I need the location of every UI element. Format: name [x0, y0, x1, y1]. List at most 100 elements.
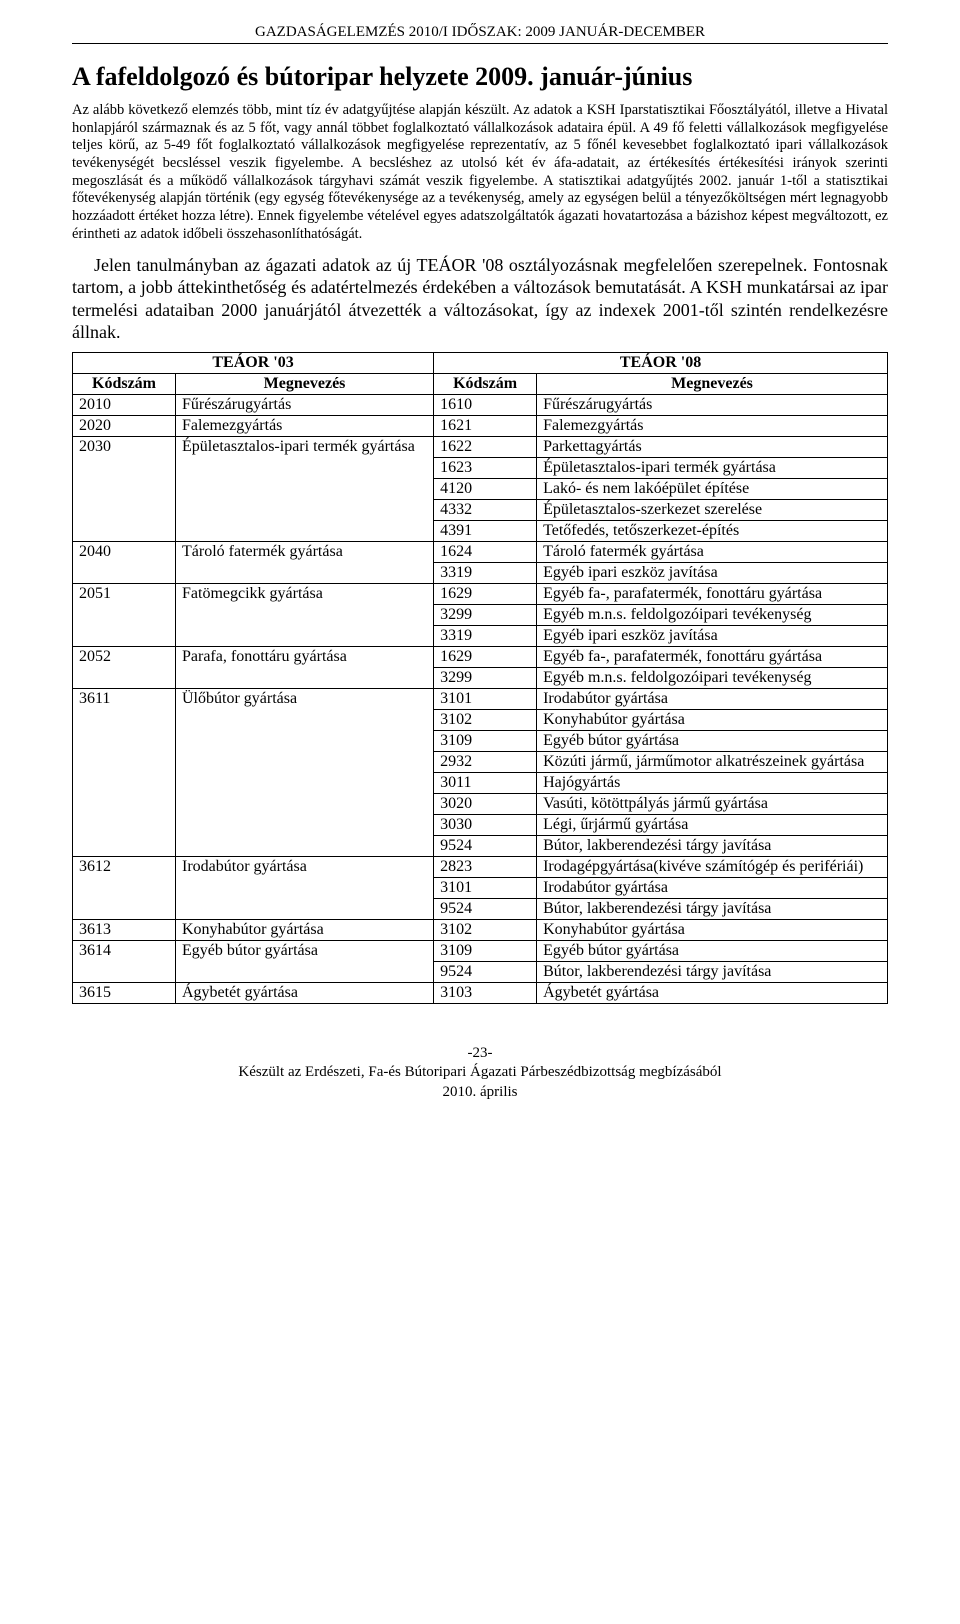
cell-name-08: Épületasztalos-szerkezet szerelése — [537, 499, 888, 520]
cell-code-08: 3011 — [434, 772, 537, 793]
cell-code-08: 3101 — [434, 688, 537, 709]
cell-code-08: 3109 — [434, 730, 537, 751]
cell-code-08: 9524 — [434, 835, 537, 856]
col-header-code-03: Kódszám — [73, 373, 176, 394]
cell-name-08: Falemezgyártás — [537, 415, 888, 436]
cell-code-08: 3299 — [434, 667, 537, 688]
cell-code-08: 1623 — [434, 457, 537, 478]
cell-name-08: Bútor, lakberendezési tárgy javítása — [537, 961, 888, 982]
table-row: 3613Konyhabútor gyártása3102Konyhabútor … — [73, 919, 888, 940]
cell-name-08: Konyhabútor gyártása — [537, 919, 888, 940]
cell-code-03: 2010 — [73, 394, 176, 415]
cell-code-08: 9524 — [434, 961, 537, 982]
table-row: 3611Ülőbútor gyártása3101Irodabútor gyár… — [73, 688, 888, 709]
cell-code-08: 3102 — [434, 919, 537, 940]
cell-code-03: 2052 — [73, 646, 176, 688]
cell-name-03: Parafa, fonottáru gyártása — [176, 646, 434, 688]
cell-name-08: Egyéb ipari eszköz javítása — [537, 562, 888, 583]
cell-name-08: Konyhabútor gyártása — [537, 709, 888, 730]
cell-code-08: 3319 — [434, 625, 537, 646]
cell-code-08: 9524 — [434, 898, 537, 919]
cell-code-08: 4332 — [434, 499, 537, 520]
cell-name-03: Egyéb bútor gyártása — [176, 940, 434, 982]
cell-name-08: Légi, űrjármű gyártása — [537, 814, 888, 835]
cell-name-03: Konyhabútor gyártása — [176, 919, 434, 940]
cell-code-08: 2932 — [434, 751, 537, 772]
table-row: 2051Fatömegcikk gyártása1629Egyéb fa-, p… — [73, 583, 888, 604]
cell-name-03: Épületasztalos-ipari termék gyártása — [176, 436, 434, 541]
cell-code-03: 3615 — [73, 982, 176, 1003]
cell-name-03: Ülőbútor gyártása — [176, 688, 434, 856]
cell-name-08: Irodagépgyártása(kivéve számítógép és pe… — [537, 856, 888, 877]
cell-name-08: Egyéb m.n.s. feldolgozóipari tevékenység — [537, 667, 888, 688]
table-row: 3614Egyéb bútor gyártása3109Egyéb bútor … — [73, 940, 888, 961]
col-header-code-08: Kódszám — [434, 373, 537, 394]
cell-code-08: 3102 — [434, 709, 537, 730]
cell-name-08: Irodabútor gyártása — [537, 688, 888, 709]
cell-code-08: 1622 — [434, 436, 537, 457]
cell-name-08: Egyéb m.n.s. feldolgozóipari tevékenység — [537, 604, 888, 625]
table-row: 3612Irodabútor gyártása2823Irodagépgyárt… — [73, 856, 888, 877]
table-row: 2040Tároló fatermék gyártása1624Tároló f… — [73, 541, 888, 562]
cell-name-08: Vasúti, kötöttpályás jármű gyártása — [537, 793, 888, 814]
footer-line-2: 2010. április — [72, 1083, 888, 1103]
cell-code-03: 3614 — [73, 940, 176, 982]
cell-name-08: Tetőfedés, tetőszerkezet-építés — [537, 520, 888, 541]
table-row: 2010Fűrészárugyártás1610Fűrészárugyártás — [73, 394, 888, 415]
cell-code-08: 1621 — [434, 415, 537, 436]
cell-name-08: Lakó- és nem lakóépület építése — [537, 478, 888, 499]
cell-name-08: Egyéb fa-, parafatermék, fonottáru gyárt… — [537, 583, 888, 604]
cell-name-08: Bútor, lakberendezési tárgy javítása — [537, 835, 888, 856]
cell-name-08: Egyéb bútor gyártása — [537, 940, 888, 961]
cell-name-08: Parkettagyártás — [537, 436, 888, 457]
cell-code-08: 3109 — [434, 940, 537, 961]
cell-name-08: Egyéb bútor gyártása — [537, 730, 888, 751]
table-row: 2020Falemezgyártás1621Falemezgyártás — [73, 415, 888, 436]
table-body: 2010Fűrészárugyártás1610Fűrészárugyártás… — [73, 394, 888, 1003]
intro-paragraph: Az alább következő elemzés több, mint tí… — [72, 102, 888, 244]
cell-name-08: Tároló fatermék gyártása — [537, 541, 888, 562]
table-group-header-row: TEÁOR '03 TEÁOR '08 — [73, 352, 888, 373]
cell-code-03: 3611 — [73, 688, 176, 856]
cell-code-03: 2030 — [73, 436, 176, 541]
cell-name-08: Egyéb ipari eszköz javítása — [537, 625, 888, 646]
cell-code-03: 3612 — [73, 856, 176, 919]
cell-name-08: Irodabútor gyártása — [537, 877, 888, 898]
page-container: GAZDASÁGELEMZÉS 2010/I IDŐSZAK: 2009 JAN… — [0, 0, 960, 1132]
cell-code-08: 1610 — [434, 394, 537, 415]
footer-page-number: -23- — [72, 1044, 888, 1064]
cell-name-03: Fatömegcikk gyártása — [176, 583, 434, 646]
cell-name-03: Tároló fatermék gyártása — [176, 541, 434, 583]
group-header-03: TEÁOR '03 — [73, 352, 434, 373]
cell-name-08: Közúti jármű, járműmotor alkatrészeinek … — [537, 751, 888, 772]
table-row: 2030Épületasztalos-ipari termék gyártása… — [73, 436, 888, 457]
col-header-name-03: Megnevezés — [176, 373, 434, 394]
table-row: 3615Ágybetét gyártása3103Ágybetét gyártá… — [73, 982, 888, 1003]
cell-name-08: Bútor, lakberendezési tárgy javítása — [537, 898, 888, 919]
cell-name-03: Ágybetét gyártása — [176, 982, 434, 1003]
cell-code-08: 4120 — [434, 478, 537, 499]
cell-code-03: 2040 — [73, 541, 176, 583]
cell-code-08: 1629 — [434, 583, 537, 604]
group-header-08: TEÁOR '08 — [434, 352, 888, 373]
cell-code-03: 3613 — [73, 919, 176, 940]
cell-name-03: Fűrészárugyártás — [176, 394, 434, 415]
table-row: 2052Parafa, fonottáru gyártása1629Egyéb … — [73, 646, 888, 667]
cell-code-08: 3319 — [434, 562, 537, 583]
page-header: GAZDASÁGELEMZÉS 2010/I IDŐSZAK: 2009 JAN… — [72, 24, 888, 44]
cell-name-08: Fűrészárugyártás — [537, 394, 888, 415]
cell-name-03: Falemezgyártás — [176, 415, 434, 436]
cell-code-08: 3030 — [434, 814, 537, 835]
table-column-header-row: Kódszám Megnevezés Kódszám Megnevezés — [73, 373, 888, 394]
document-title: A fafeldolgozó és bútoripar helyzete 200… — [72, 62, 888, 92]
cell-code-08: 3299 — [434, 604, 537, 625]
cell-name-08: Épületasztalos-ipari termék gyártása — [537, 457, 888, 478]
cell-code-08: 2823 — [434, 856, 537, 877]
cell-code-03: 2051 — [73, 583, 176, 646]
cell-code-08: 1624 — [434, 541, 537, 562]
cell-code-08: 4391 — [434, 520, 537, 541]
cell-code-08: 3103 — [434, 982, 537, 1003]
cell-code-08: 1629 — [434, 646, 537, 667]
cell-code-03: 2020 — [73, 415, 176, 436]
teaor-table: TEÁOR '03 TEÁOR '08 Kódszám Megnevezés K… — [72, 352, 888, 1004]
